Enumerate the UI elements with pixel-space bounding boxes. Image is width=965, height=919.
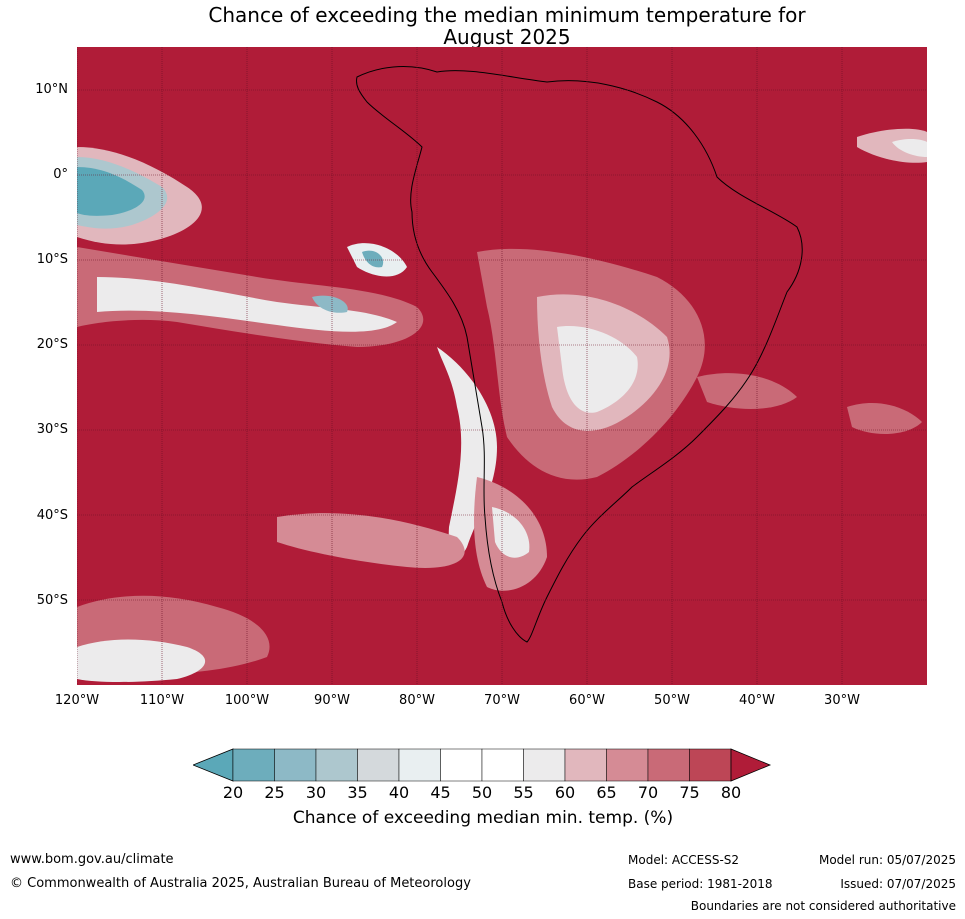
colorbar-segment <box>647 748 690 782</box>
colorbar-segment <box>606 748 649 782</box>
continent-outline <box>356 66 803 643</box>
longitude-label: 110°W <box>139 693 185 708</box>
longitude-label: 120°W <box>54 693 100 708</box>
footer-disclaimer: Boundaries are not considered authoritat… <box>690 899 956 913</box>
colorbar <box>193 748 772 782</box>
colorbar-tick-label: 30 <box>305 783 327 802</box>
colorbar-segment <box>357 748 400 782</box>
colorbar-segment <box>564 748 607 782</box>
colorbar-segment <box>440 748 483 782</box>
footer-base-period: Base period: 1981-2018 <box>628 877 773 891</box>
colorbar-tick-label: 25 <box>264 783 285 802</box>
latitude-label: 10°N <box>35 82 68 97</box>
map-panel <box>77 47 927 685</box>
latitude-label: 10°S <box>36 252 68 267</box>
colorbar-segment <box>523 748 566 782</box>
longitude-label: 50°W <box>654 693 690 708</box>
longitude-label: 80°W <box>399 693 435 708</box>
colorbar-segment <box>398 748 441 782</box>
colorbar-title: Chance of exceeding median min. temp. (%… <box>292 808 674 828</box>
colorbar-segment <box>274 748 317 782</box>
central-sa-core <box>557 326 638 413</box>
colorbar-tick-label: 20 <box>222 783 244 802</box>
title-line-1: Chance of exceeding the median minimum t… <box>208 3 806 27</box>
latitude-label: 40°S <box>36 508 68 523</box>
colorbar-tick-label: 45 <box>430 783 451 802</box>
colorbar-tick-label: 55 <box>513 783 534 802</box>
latitude-label: 0° <box>53 167 68 182</box>
equatorial-atlantic-core <box>892 138 927 157</box>
title-line-2: August 2025 <box>443 25 571 49</box>
latitude-label: 30°S <box>36 422 68 437</box>
longitude-label: 60°W <box>569 693 605 708</box>
colorbar-extend-low <box>193 748 234 782</box>
colorbar-tick-label: 75 <box>679 783 700 802</box>
pacific-band-inner <box>97 277 397 332</box>
latitude-label: 50°S <box>36 593 68 608</box>
colorbar-tick-label: 35 <box>347 783 368 802</box>
pacific-anomaly-core <box>77 167 145 216</box>
map-title: Chance of exceeding the median minimum t… <box>0 4 965 48</box>
colorbar-tick-label: 80 <box>720 783 742 802</box>
colorbar-tick-label: 60 <box>554 783 576 802</box>
footer-model-run: Model run: 05/07/2025 <box>818 853 956 867</box>
colorbar-extend-high <box>730 748 772 782</box>
south-pacific-band <box>277 513 465 568</box>
footer-issued: Issued: 07/07/2025 <box>840 877 956 891</box>
colorbar-segment <box>315 748 358 782</box>
latitude-label: 20°S <box>36 337 68 352</box>
longitude-label: 90°W <box>314 693 350 708</box>
colorbar-segment <box>481 748 524 782</box>
colorbar-segment <box>232 748 275 782</box>
colorbar-tick-label: 70 <box>637 783 659 802</box>
pacific-patch-c <box>312 295 348 313</box>
footer-model: Model: ACCESS-S2 <box>628 853 740 867</box>
equatorial-atlantic-patch <box>857 128 927 163</box>
footer-copyright: © Commonwealth of Australia 2025, Austra… <box>10 876 471 891</box>
atlantic-patch-a <box>697 373 797 409</box>
longitude-label: 40°W <box>739 693 775 708</box>
graticule <box>77 47 927 685</box>
patagonia-core <box>492 507 530 558</box>
atlantic-patch-b <box>847 402 922 434</box>
colorbar-tick-label: 50 <box>471 783 493 802</box>
longitude-label: 100°W <box>224 693 270 708</box>
footer-url: www.bom.gov.au/climate <box>10 852 174 867</box>
southwest-pacific-inner <box>77 639 206 682</box>
colorbar-tick-label: 65 <box>596 783 617 802</box>
longitude-label: 70°W <box>484 693 520 708</box>
probability-map <box>77 47 927 685</box>
longitude-label: 30°W <box>824 693 860 708</box>
pacific-patch-b <box>362 250 384 268</box>
colorbar-tick-label: 40 <box>388 783 410 802</box>
colorbar-segment <box>689 748 732 782</box>
